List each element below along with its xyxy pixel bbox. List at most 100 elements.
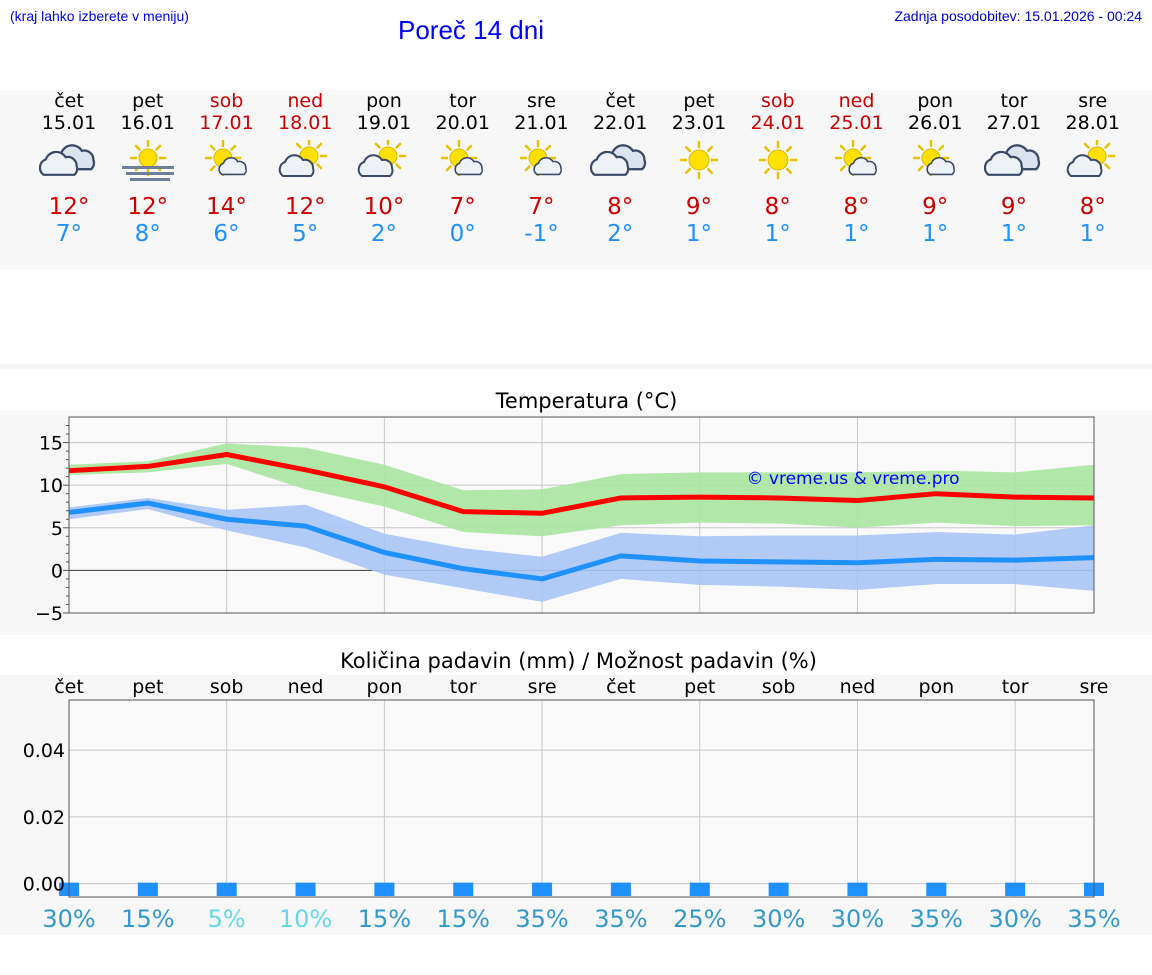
plot-frame xyxy=(68,416,1095,614)
y-tick-label: 0 xyxy=(51,560,63,582)
partly-cloudy-icon xyxy=(357,140,407,177)
day-name: sob xyxy=(209,90,244,112)
min-temperature: 8° xyxy=(134,221,161,247)
cloudy-icon xyxy=(984,144,1041,176)
sun-small-cloud-icon xyxy=(519,140,562,177)
day-column: sre 21.01 7° -1° xyxy=(502,90,582,248)
precip-probability: 30% xyxy=(831,905,884,933)
y-tick-label: 0.00 xyxy=(23,874,65,896)
series-line-max xyxy=(68,451,1095,516)
precip-probability: 35% xyxy=(515,905,568,933)
max-temperature: 12° xyxy=(48,194,90,220)
sun-icon xyxy=(679,140,719,180)
cloudy-icon xyxy=(590,144,647,176)
day-column: pet 16.01 12° 8° xyxy=(108,90,188,248)
precip-bar xyxy=(1005,882,1026,896)
day-column: pon 19.01 10° 2° xyxy=(344,90,424,248)
day-date: 27.01 xyxy=(986,112,1042,134)
min-temperature: 5° xyxy=(292,221,319,247)
day-date: 18.01 xyxy=(278,112,333,134)
chart-title: Temperatura (°C) xyxy=(495,389,678,413)
day-name: ned xyxy=(838,90,875,112)
min-temperature: 1° xyxy=(1000,221,1028,247)
max-temperature: 12° xyxy=(284,194,326,220)
precip-probability: 35% xyxy=(910,905,963,933)
x-tick-label: pet xyxy=(684,676,715,698)
precip-bar xyxy=(532,882,553,896)
max-temperature: 8° xyxy=(843,194,870,220)
max-temperature: 8° xyxy=(764,194,791,220)
location-menu-hint[interactable]: (kraj lahko izberete v meniju) xyxy=(10,8,189,24)
x-tick-label: ned xyxy=(840,676,876,698)
min-temperature: 6° xyxy=(213,221,240,247)
precip-bar xyxy=(610,882,631,896)
plot-frame xyxy=(68,699,1095,898)
plot-area xyxy=(69,700,1094,897)
y-tick-label: 10 xyxy=(39,475,63,497)
precip-bar xyxy=(453,882,474,896)
day-date: 23.01 xyxy=(671,112,727,134)
day-column: sob 17.01 14° 6° xyxy=(187,90,267,248)
day-name: pon xyxy=(366,90,402,112)
precip-bar xyxy=(137,882,158,896)
precip-bar xyxy=(926,882,947,896)
day-date: 16.01 xyxy=(120,112,175,134)
last-updated: Zadnja posodobitev: 15.01.2026 - 00:24 xyxy=(894,8,1142,24)
day-date: 26.01 xyxy=(908,112,963,134)
max-temperature: 8° xyxy=(607,194,634,220)
precip-probability: 25% xyxy=(673,905,726,933)
day-column: ned 25.01 8° 1° xyxy=(817,90,897,248)
daily-forecast-panel xyxy=(0,90,1152,270)
min-temperature: -1° xyxy=(524,221,559,247)
precip-bar xyxy=(295,882,316,896)
series-line-min xyxy=(68,500,1095,582)
precip-bar xyxy=(216,882,237,896)
day-date: 15.01 xyxy=(41,112,97,134)
max-temperature: 9° xyxy=(1000,194,1028,220)
day-name: tor xyxy=(449,90,477,112)
x-tick-label: tor xyxy=(1002,676,1029,698)
precip-bar xyxy=(768,882,789,896)
day-column: pon 26.01 9° 1° xyxy=(895,90,975,248)
precip-probability: 10% xyxy=(279,905,332,933)
y-tick-label: 0.04 xyxy=(23,740,65,762)
day-column: sre 28.01 8° 1° xyxy=(1053,90,1133,248)
max-temperature: 7° xyxy=(449,194,476,220)
precip-bar xyxy=(847,882,868,896)
day-column: pet 23.01 9° 1° xyxy=(659,90,739,248)
min-temperature: 0° xyxy=(449,221,476,247)
day-name: pet xyxy=(683,90,715,112)
day-column: tor 20.01 7° 0° xyxy=(423,90,503,248)
min-temperature: 1° xyxy=(922,221,949,247)
day-date: 24.01 xyxy=(750,112,805,134)
day-name: tor xyxy=(1000,90,1028,112)
x-tick-label: sre xyxy=(528,676,557,698)
max-temperature: 14° xyxy=(206,194,247,220)
min-temperature: 1° xyxy=(843,221,870,247)
day-name: čet xyxy=(605,90,636,112)
divider xyxy=(0,364,1152,369)
day-name: pon xyxy=(917,90,954,112)
cloudy-icon xyxy=(39,144,96,176)
x-tick-label: sob xyxy=(210,676,244,698)
max-temperature: 9° xyxy=(685,194,713,220)
partly-cloudy-icon xyxy=(279,140,328,177)
sun-fog-icon xyxy=(121,140,174,181)
max-temperature: 8° xyxy=(1079,194,1106,220)
min-temperature: 7° xyxy=(55,221,83,247)
min-temperature: 1° xyxy=(685,221,713,247)
day-date: 25.01 xyxy=(829,112,884,134)
day-name: sob xyxy=(760,90,795,112)
sun-small-cloud-icon xyxy=(913,140,956,177)
x-tick-label: sob xyxy=(762,676,796,698)
day-column: čet 22.01 8° 2° xyxy=(580,90,660,248)
day-column: čet 15.01 12° 7° xyxy=(29,90,109,248)
day-column: tor 27.01 9° 1° xyxy=(974,90,1054,248)
x-tick-label: sre xyxy=(1080,676,1109,698)
day-name: sre xyxy=(527,90,556,112)
precip-probability: 35% xyxy=(594,905,647,933)
y-tick-label: 5 xyxy=(51,518,63,540)
max-temperature: 9° xyxy=(922,194,949,220)
day-date: 17.01 xyxy=(199,112,254,134)
